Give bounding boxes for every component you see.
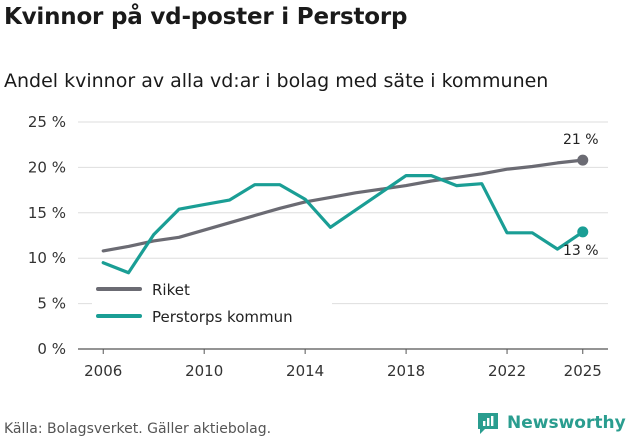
line-chart: 0 % 5 % 10 % 15 % 20 % 25 % 2006 2010 2014 2018 2… [28, 113, 608, 380]
y-tick-label: 20 % [28, 158, 66, 176]
legend-label-riket: Riket [152, 281, 190, 299]
newsworthy-logo: Newsworthy [475, 410, 626, 436]
end-marker-perstorp [577, 226, 589, 238]
y-tick-label: 15 % [28, 204, 66, 222]
end-label-perstorp: 13 % [563, 243, 599, 259]
y-tick-label: 25 % [28, 113, 66, 131]
end-marker-riket [577, 154, 589, 166]
y-tick-label: 0 % [37, 340, 66, 358]
x-tick-label: 2025 [564, 362, 602, 380]
x-tick-label: 2006 [84, 362, 122, 380]
x-tick-label: 2018 [387, 362, 425, 380]
y-tick-label: 5 % [37, 295, 66, 313]
legend-label-perstorp: Perstorps kommun [152, 308, 293, 326]
legend-background [92, 276, 332, 336]
x-tick-label: 2014 [286, 362, 324, 380]
newsworthy-icon [478, 413, 498, 434]
chart-subtitle: Andel kvinnor av alla vd:ar i bolag med … [4, 70, 549, 92]
x-tick-label: 2022 [488, 362, 526, 380]
x-tick-label: 2010 [185, 362, 223, 380]
source-note: Källa: Bolagsverket. Gäller aktiebolag. [4, 421, 272, 437]
series-line-perstorp [101, 174, 585, 275]
series-line-riket [101, 158, 585, 253]
end-label-riket: 21 % [563, 132, 599, 148]
y-tick-label: 10 % [28, 249, 66, 267]
brand-name: Newsworthy [507, 413, 626, 433]
chart-title: Kvinnor på vd-poster i Perstorp [4, 4, 408, 30]
